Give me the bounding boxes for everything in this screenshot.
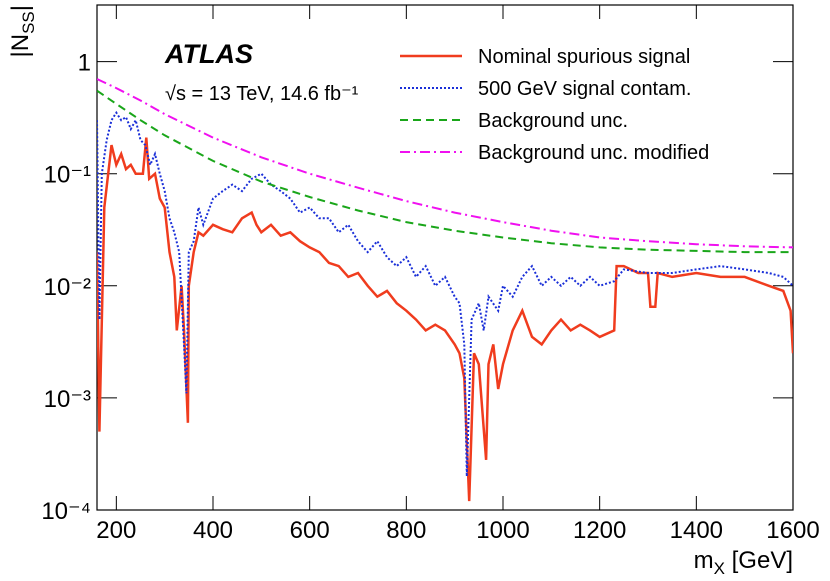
y-tick-label: 1: [78, 50, 91, 77]
energy-label: √s = 13 TeV, 14.6 fb⁻¹: [165, 83, 359, 105]
x-tick-label: 1600: [766, 517, 819, 544]
x-label-main: m: [694, 547, 714, 574]
x-label-unit: [GeV]: [725, 547, 793, 574]
x-tick-label: 1000: [476, 517, 529, 544]
series-line: [97, 137, 793, 502]
y-label-sub: SS: [19, 11, 38, 34]
y-label-main: |N: [7, 34, 34, 58]
legend-label: Background unc.: [478, 110, 628, 132]
x-tick-label: 1400: [670, 517, 723, 544]
legend-label: 500 GeV signal contam.: [478, 78, 691, 100]
x-label-sub: X: [714, 559, 725, 578]
y-tick-label: 10⁻¹: [44, 162, 91, 189]
legend-label: Background unc. modified: [478, 142, 709, 164]
legend-label: Nominal spurious signal: [478, 46, 690, 68]
y-tick-label: 10⁻⁴: [41, 498, 91, 525]
x-tick-label: 200: [96, 517, 136, 544]
series-line: [97, 110, 793, 477]
x-tick-label: 600: [290, 517, 330, 544]
x-axis-label: mX [GeV]: [694, 547, 793, 578]
y-tick-label: 10⁻²: [44, 274, 91, 301]
x-tick-label: 800: [386, 517, 426, 544]
x-tick-label: 400: [193, 517, 233, 544]
y-axis-label: |NSS|: [7, 5, 38, 58]
series-line: [97, 89, 793, 254]
y-label-end: |: [7, 5, 34, 11]
series-line: [97, 78, 793, 249]
atlas-label: ATLAS: [164, 39, 253, 69]
y-tick-label: 10⁻³: [44, 386, 91, 413]
x-tick-label: 1200: [573, 517, 626, 544]
